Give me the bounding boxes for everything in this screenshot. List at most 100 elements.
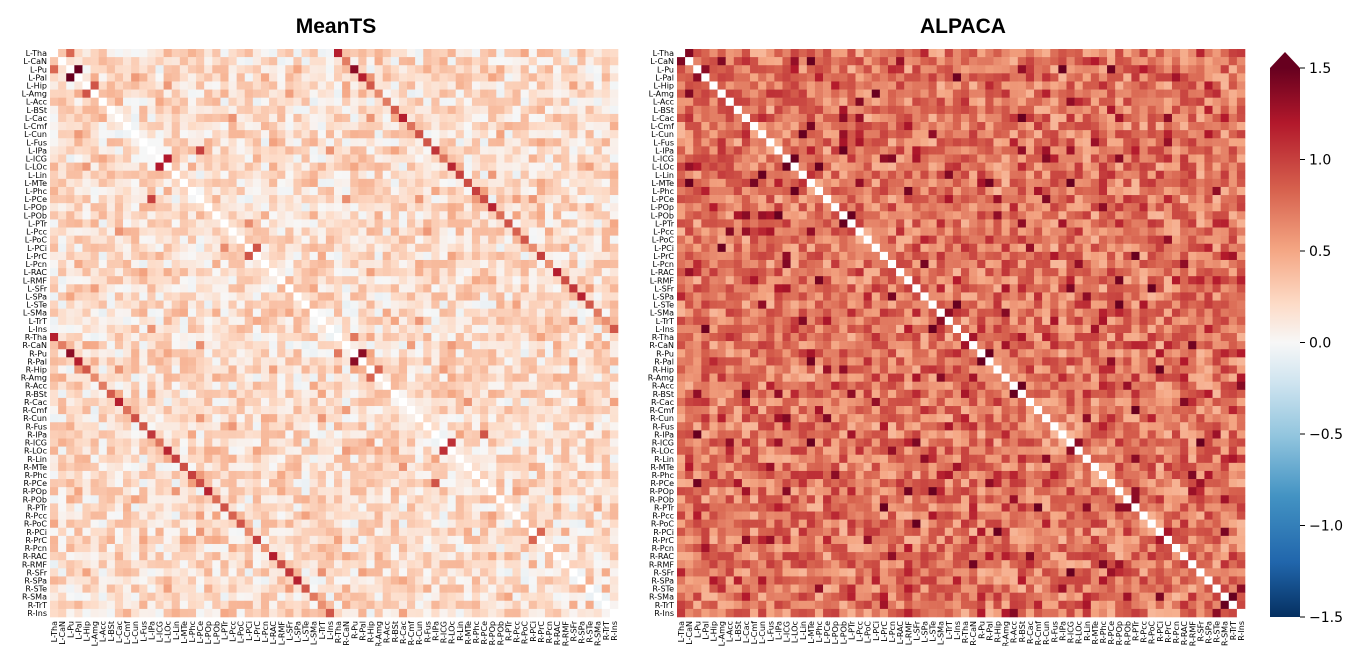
heatmap-cell [50, 389, 59, 399]
heatmap-cell [50, 592, 59, 602]
heatmap-cell [423, 511, 432, 520]
heatmap-cell [504, 162, 513, 172]
heatmap-cell [277, 365, 286, 374]
heatmap-cell [98, 65, 108, 74]
heatmap-cell [569, 300, 578, 309]
heatmap-cell [488, 284, 497, 293]
heatmap-cell [325, 333, 335, 342]
heatmap-cell [147, 462, 156, 472]
heatmap-cell [447, 113, 457, 123]
heatmap-cell [244, 414, 254, 423]
heatmap-cell [528, 308, 538, 318]
heatmap-cell [220, 300, 229, 309]
heatmap-cell [342, 49, 351, 58]
heatmap-cell [187, 341, 197, 350]
heatmap-cell [423, 89, 432, 98]
heatmap-cell [471, 170, 481, 180]
heatmap-cell [114, 73, 124, 82]
heatmap-cell [309, 235, 319, 245]
heatmap-cell [244, 195, 254, 204]
heatmap-cell [577, 487, 586, 496]
heatmap-cell [212, 97, 221, 107]
heatmap-cell [463, 219, 473, 228]
heatmap-cell [220, 487, 229, 496]
heatmap-cell [431, 235, 440, 245]
heatmap-cell [390, 430, 400, 439]
heatmap-cell [496, 430, 505, 439]
heatmap-cell [358, 130, 367, 139]
heatmap-cell [350, 178, 359, 188]
heatmap-cell [82, 113, 91, 123]
heatmap-cell [350, 462, 359, 472]
heatmap-cell [520, 49, 530, 58]
heatmap-cell [561, 592, 570, 602]
heatmap-cell [609, 389, 619, 399]
heatmap-cell [504, 495, 513, 504]
heatmap-cell [285, 300, 294, 309]
heatmap-cell [155, 316, 164, 326]
heatmap-cell [382, 81, 392, 90]
heatmap-cell [390, 381, 400, 391]
heatmap-cell [439, 292, 448, 301]
heatmap-cell [334, 49, 343, 58]
heatmap-cell [439, 470, 448, 480]
heatmap-cell [561, 259, 570, 269]
heatmap-cell [163, 284, 173, 293]
heatmap-cell [431, 365, 440, 374]
heatmap-cell [220, 65, 229, 74]
heatmap-cell [390, 397, 400, 407]
heatmap-cell [398, 381, 408, 391]
heatmap-cell [106, 130, 116, 139]
heatmap-cell [342, 584, 351, 593]
heatmap-cell [585, 414, 594, 423]
x-tick-label: R-Fus [423, 621, 432, 643]
heatmap-cell [317, 259, 327, 269]
heatmap-cell [244, 146, 254, 155]
heatmap-cell [350, 406, 359, 415]
heatmap-cell [317, 389, 327, 399]
heatmap-cell [285, 397, 294, 407]
heatmap-cell [50, 576, 59, 585]
heatmap-cell [277, 105, 286, 115]
heatmap-cell [536, 389, 546, 399]
heatmap-cell [252, 430, 262, 439]
heatmap-cell [512, 470, 521, 480]
heatmap-cell [431, 584, 440, 593]
heatmap-cell [139, 235, 148, 245]
heatmap-cell [407, 105, 416, 115]
heatmap-cell [553, 438, 562, 447]
heatmap-cell [139, 357, 148, 366]
heatmap-cell [187, 519, 197, 529]
heatmap-cell [415, 430, 424, 439]
heatmap-cell [204, 227, 213, 236]
heatmap-cell [334, 73, 343, 82]
heatmap-cell [398, 97, 408, 107]
heatmap-cell [252, 73, 262, 82]
heatmap-cell [301, 470, 310, 480]
heatmap-cell [309, 308, 319, 318]
heatmap-cell [488, 57, 497, 66]
heatmap-cell [212, 608, 221, 618]
heatmap-cell [171, 211, 181, 220]
heatmap-cell [163, 381, 173, 391]
heatmap-cell [407, 519, 416, 529]
heatmap-cell [139, 414, 148, 423]
heatmap-cell [114, 422, 124, 431]
heatmap-cell [415, 49, 424, 58]
x-tick-label: L-LOc [164, 621, 173, 643]
heatmap-cell [285, 462, 294, 472]
heatmap-cell [544, 308, 554, 318]
heatmap-cell [544, 365, 554, 374]
heatmap-cell [471, 195, 481, 204]
heatmap-cell [407, 600, 416, 610]
heatmap-cell [114, 162, 124, 172]
heatmap-cell [147, 170, 156, 180]
heatmap-cell [106, 324, 116, 334]
heatmap-cell [407, 454, 416, 464]
heatmap-cell [407, 511, 416, 520]
heatmap-cell [431, 333, 440, 342]
heatmap-cell [196, 259, 205, 269]
heatmap-cell [407, 251, 416, 261]
heatmap-cell [585, 138, 594, 147]
heatmap-cell [342, 243, 351, 253]
